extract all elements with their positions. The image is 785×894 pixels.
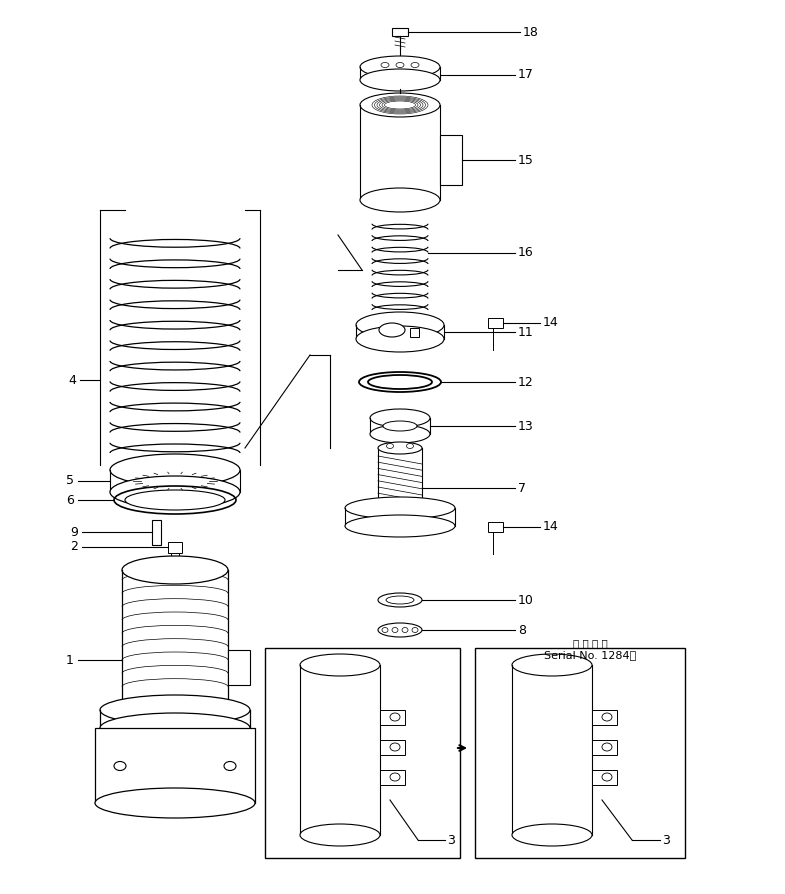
Text: 12: 12 (518, 375, 534, 389)
Ellipse shape (402, 628, 408, 632)
Bar (475, 648, 685, 858)
Ellipse shape (345, 515, 455, 537)
Ellipse shape (345, 497, 455, 519)
Bar (380, 770, 405, 785)
Ellipse shape (368, 375, 432, 389)
Ellipse shape (300, 824, 380, 846)
Ellipse shape (356, 326, 444, 352)
Ellipse shape (95, 788, 255, 818)
Text: 10: 10 (518, 594, 534, 606)
Text: 15: 15 (518, 154, 534, 166)
Bar (592, 770, 617, 785)
Ellipse shape (392, 628, 398, 632)
Ellipse shape (360, 93, 440, 117)
Ellipse shape (412, 628, 418, 632)
Text: 8: 8 (518, 623, 526, 637)
Bar (265, 648, 460, 858)
Text: 13: 13 (518, 419, 534, 433)
Text: 2: 2 (70, 541, 78, 553)
Bar (592, 710, 617, 725)
Text: 6: 6 (66, 493, 74, 507)
Text: 7: 7 (518, 482, 526, 494)
Bar (380, 740, 405, 755)
Ellipse shape (360, 188, 440, 212)
Ellipse shape (378, 442, 422, 454)
Text: 5: 5 (66, 475, 74, 487)
Ellipse shape (378, 593, 422, 607)
Text: 1: 1 (66, 654, 74, 667)
Ellipse shape (356, 312, 444, 338)
Text: 14: 14 (543, 520, 559, 534)
Bar (592, 740, 617, 755)
Ellipse shape (512, 824, 592, 846)
Ellipse shape (110, 476, 240, 508)
Ellipse shape (383, 421, 417, 431)
Ellipse shape (382, 628, 388, 632)
Ellipse shape (512, 654, 592, 676)
Bar (152, 520, 161, 545)
Bar (228, 650, 250, 685)
Text: Serial No. 1284～: Serial No. 1284～ (544, 650, 636, 660)
Ellipse shape (122, 556, 228, 584)
Text: 9: 9 (70, 526, 78, 538)
Text: 3: 3 (662, 833, 670, 847)
Text: 18: 18 (523, 26, 539, 38)
Ellipse shape (300, 654, 380, 676)
Ellipse shape (100, 713, 250, 743)
Text: 适 用 号 机: 适 用 号 机 (572, 638, 608, 648)
Ellipse shape (379, 323, 405, 337)
Text: 16: 16 (518, 247, 534, 259)
Ellipse shape (110, 454, 240, 486)
Ellipse shape (360, 56, 440, 78)
Text: 17: 17 (518, 69, 534, 81)
Text: 14: 14 (543, 316, 559, 330)
Ellipse shape (370, 409, 430, 427)
Bar (488, 522, 503, 532)
Bar (171, 553, 179, 571)
Bar (392, 28, 408, 36)
Ellipse shape (360, 69, 440, 91)
Bar (488, 318, 503, 328)
Bar (410, 328, 419, 337)
Bar (380, 710, 405, 725)
Text: 11: 11 (518, 325, 534, 339)
Ellipse shape (125, 490, 225, 510)
Ellipse shape (378, 623, 422, 637)
Bar (168, 542, 182, 553)
Bar (95, 728, 255, 803)
Text: 4: 4 (68, 374, 76, 386)
Ellipse shape (370, 425, 430, 443)
Ellipse shape (386, 596, 414, 604)
Text: 3: 3 (447, 833, 455, 847)
Ellipse shape (100, 695, 250, 725)
Bar (440, 135, 462, 185)
